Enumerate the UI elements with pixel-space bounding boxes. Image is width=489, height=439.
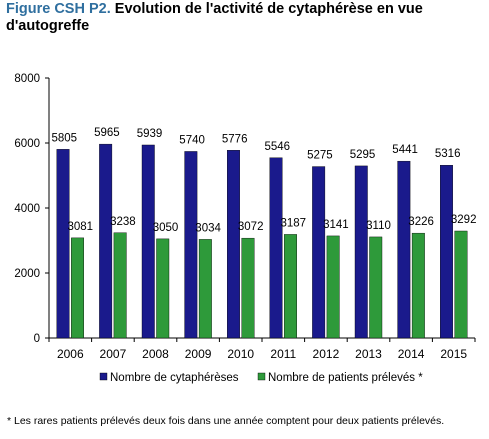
figure-title-text: Evolution de l'activité de cytaphérèse e…	[6, 1, 423, 34]
data-label-patients: 3141	[323, 219, 349, 231]
bar-patients	[198, 239, 212, 339]
data-label-cytapheresis: 5805	[52, 132, 78, 144]
x-tick-label: 2013	[355, 347, 382, 361]
data-label-patients: 3081	[68, 221, 94, 233]
bar-patients	[454, 230, 468, 339]
data-label-patients: 3238	[110, 216, 136, 228]
data-label-patients: 3187	[281, 217, 307, 229]
data-label-patients: 3110	[366, 220, 391, 232]
figure-title: Figure CSH P2. Evolution de l'activité d…	[6, 1, 484, 35]
x-tick-label: 2006	[57, 347, 84, 361]
data-label-cytapheresis: 5295	[350, 149, 376, 161]
data-label-cytapheresis: 5316	[435, 148, 461, 160]
x-tick-label: 2012	[313, 347, 340, 361]
bar-cytapheresis	[141, 144, 155, 339]
footnote: * Les rares patients prélevés deux fois …	[7, 415, 445, 427]
bar-cytapheresis	[226, 150, 240, 339]
x-tick-label: 2008	[142, 347, 169, 361]
bar-cytapheresis	[354, 165, 368, 339]
x-tick-label: 2010	[227, 347, 254, 361]
data-label-cytapheresis: 5441	[392, 144, 418, 156]
y-tick-label: 0	[34, 333, 40, 345]
bar-cytapheresis	[99, 143, 113, 339]
x-tick-label: 2007	[100, 347, 127, 361]
data-label-patients: 3226	[408, 216, 434, 228]
x-tick-label: 2011	[270, 347, 296, 361]
bar-cytapheresis	[184, 151, 198, 339]
bar-cytapheresis	[56, 149, 70, 339]
data-label-cytapheresis: 5546	[265, 141, 291, 153]
legend-label-2: Nombre de patients prélevés *	[268, 372, 423, 384]
data-label-patients: 3050	[153, 222, 179, 234]
legend-swatch-2	[257, 372, 266, 381]
x-tick-label: 2014	[398, 347, 425, 361]
figure-label: Figure CSH P2.	[6, 1, 111, 17]
y-tick-label: 4000	[14, 203, 40, 215]
bar-patients	[284, 234, 297, 339]
legend-swatch-1	[99, 372, 108, 381]
bar-patients	[411, 232, 425, 339]
bar-cytapheresis	[312, 166, 326, 339]
bar-patients	[241, 237, 255, 339]
bar-cytapheresis	[397, 160, 411, 339]
data-label-patients: 3072	[238, 221, 264, 233]
bar-patients	[113, 232, 127, 339]
data-label-cytapheresis: 5275	[307, 150, 333, 162]
bar-chart: 0 2000 4000 6000 8000 5805 3081 2006 5965 3238 200…	[14, 73, 477, 384]
y-tick-label: 6000	[14, 138, 40, 150]
bar-cytapheresis	[269, 157, 283, 339]
bar-patients	[326, 235, 340, 339]
bar-patients	[71, 237, 85, 339]
data-label-patients: 3034	[195, 222, 221, 234]
bar-patients	[369, 236, 383, 339]
bar-patients	[156, 238, 170, 339]
x-tick-label: 2009	[185, 347, 212, 361]
data-label-cytapheresis: 5740	[179, 134, 205, 146]
legend-label-1: Nombre de cytaphérèses	[110, 372, 239, 384]
data-label-cytapheresis: 5776	[222, 133, 248, 145]
y-tick-label: 2000	[14, 268, 40, 280]
x-tick-label: 2015	[440, 347, 467, 361]
data-label-cytapheresis: 5939	[137, 128, 163, 140]
data-label-patients: 3292	[451, 214, 477, 226]
bar-cytapheresis	[440, 165, 453, 339]
y-tick-label: 8000	[14, 73, 40, 85]
data-label-cytapheresis: 5965	[94, 127, 120, 139]
